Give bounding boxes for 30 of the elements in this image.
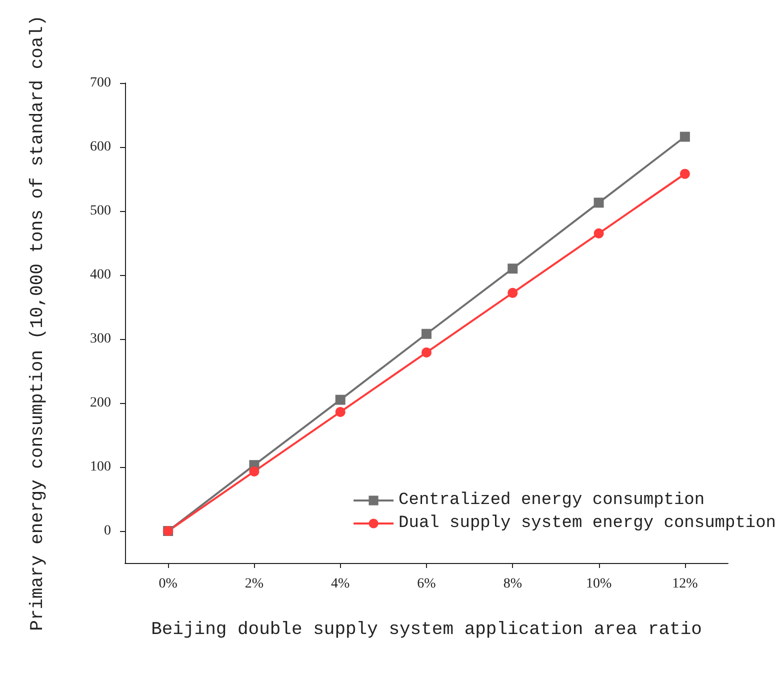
point (680, 132, 690, 142)
y-tick-label: 400 (90, 268, 111, 282)
point (335, 406, 346, 417)
point (508, 264, 518, 274)
x-tick-label: 8% (503, 576, 522, 592)
legend-label: Centralized energy consumption (398, 491, 705, 510)
point (249, 466, 260, 476)
x-tick-label: 4% (331, 576, 350, 592)
point (594, 198, 604, 208)
point (422, 328, 432, 339)
legend-label: Dual supply system energy consumption (398, 514, 776, 533)
x-tick-label: 6% (417, 576, 436, 592)
x-axis-title: Beijing double supply system application area ratio (151, 620, 702, 640)
y-axis-title: Primary energy consumption (10,000 tons of standard coal) (28, 15, 48, 631)
x-tick-label: 12% (672, 576, 698, 592)
y-tick-label: 300 (90, 332, 111, 346)
point (680, 168, 690, 179)
y-tick-label: 100 (90, 460, 111, 474)
y-tick-label: 700 (90, 76, 111, 90)
y-tick-label: 500 (90, 204, 111, 218)
y-tick-label: 600 (90, 140, 111, 154)
point (335, 394, 346, 405)
x-tick-label: 0% (158, 576, 178, 592)
point (422, 347, 432, 358)
point (594, 228, 604, 238)
y-tick-label: 200 (90, 396, 111, 410)
point (508, 288, 518, 298)
x-tick-label: 2% (244, 576, 264, 592)
y-tick-label: 0 (104, 524, 111, 538)
x-tick-label: 10% (586, 576, 612, 592)
